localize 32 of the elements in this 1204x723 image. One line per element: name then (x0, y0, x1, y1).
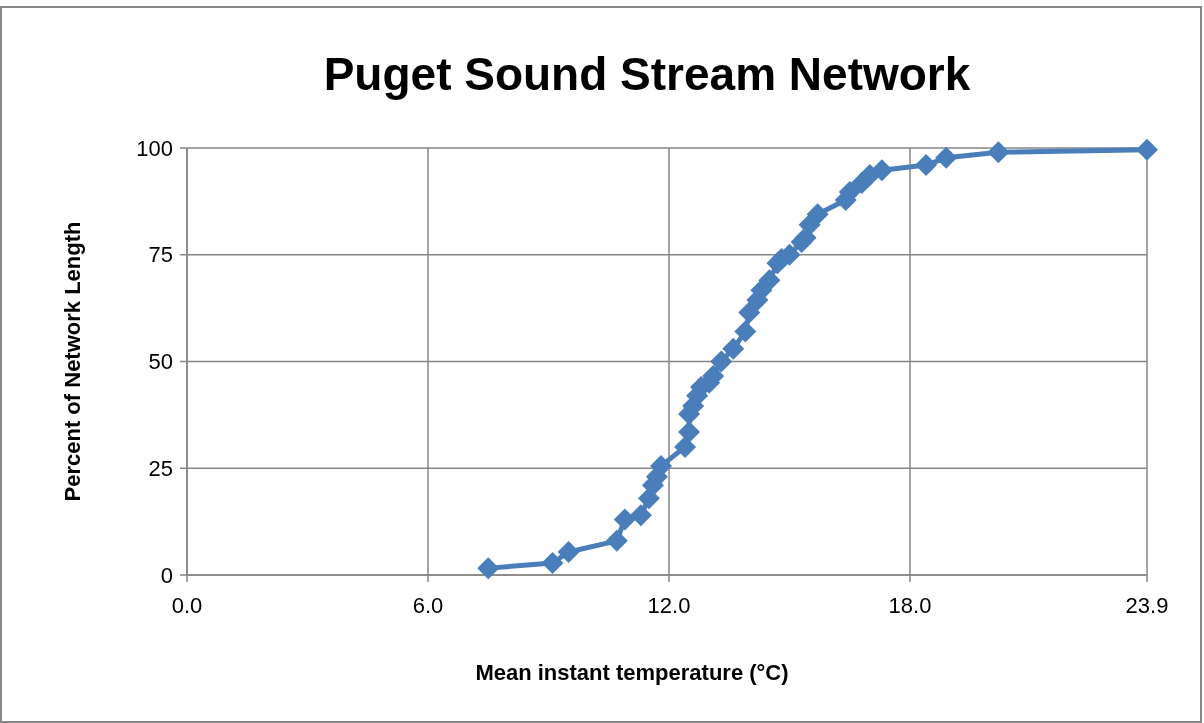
point (915, 154, 938, 177)
x-tick-label: 0.0 (171, 593, 203, 618)
x-axis-title: Mean instant temperature (°C) (475, 660, 789, 685)
point (613, 508, 636, 531)
point (541, 552, 564, 575)
x-tick-label: 12.0 (647, 593, 691, 618)
y-axis-title: Percent of Network Length (60, 221, 85, 502)
y-tick-label: 0 (160, 562, 173, 588)
point (605, 529, 628, 552)
point (674, 435, 697, 458)
y-tick-label: 50 (148, 349, 173, 375)
x-tick-label: 23.9 (1125, 593, 1169, 618)
point (987, 141, 1010, 164)
point (722, 337, 745, 360)
y-tick-label: 25 (148, 455, 173, 481)
y-tick-label: 100 (136, 135, 173, 161)
point (734, 320, 757, 343)
point (1136, 138, 1158, 161)
point (557, 540, 580, 563)
point (935, 146, 958, 169)
point (806, 203, 829, 226)
point (629, 504, 652, 527)
point (738, 301, 761, 324)
point (870, 159, 893, 182)
chart-title: Puget Sound Stream Network (323, 48, 971, 100)
point (477, 557, 500, 580)
y-tick-label: 75 (148, 242, 173, 268)
point (678, 420, 701, 443)
point (758, 269, 781, 292)
x-tick-label: 6.0 (412, 593, 444, 618)
x-tick-label: 18.0 (888, 593, 932, 618)
point (710, 350, 733, 373)
